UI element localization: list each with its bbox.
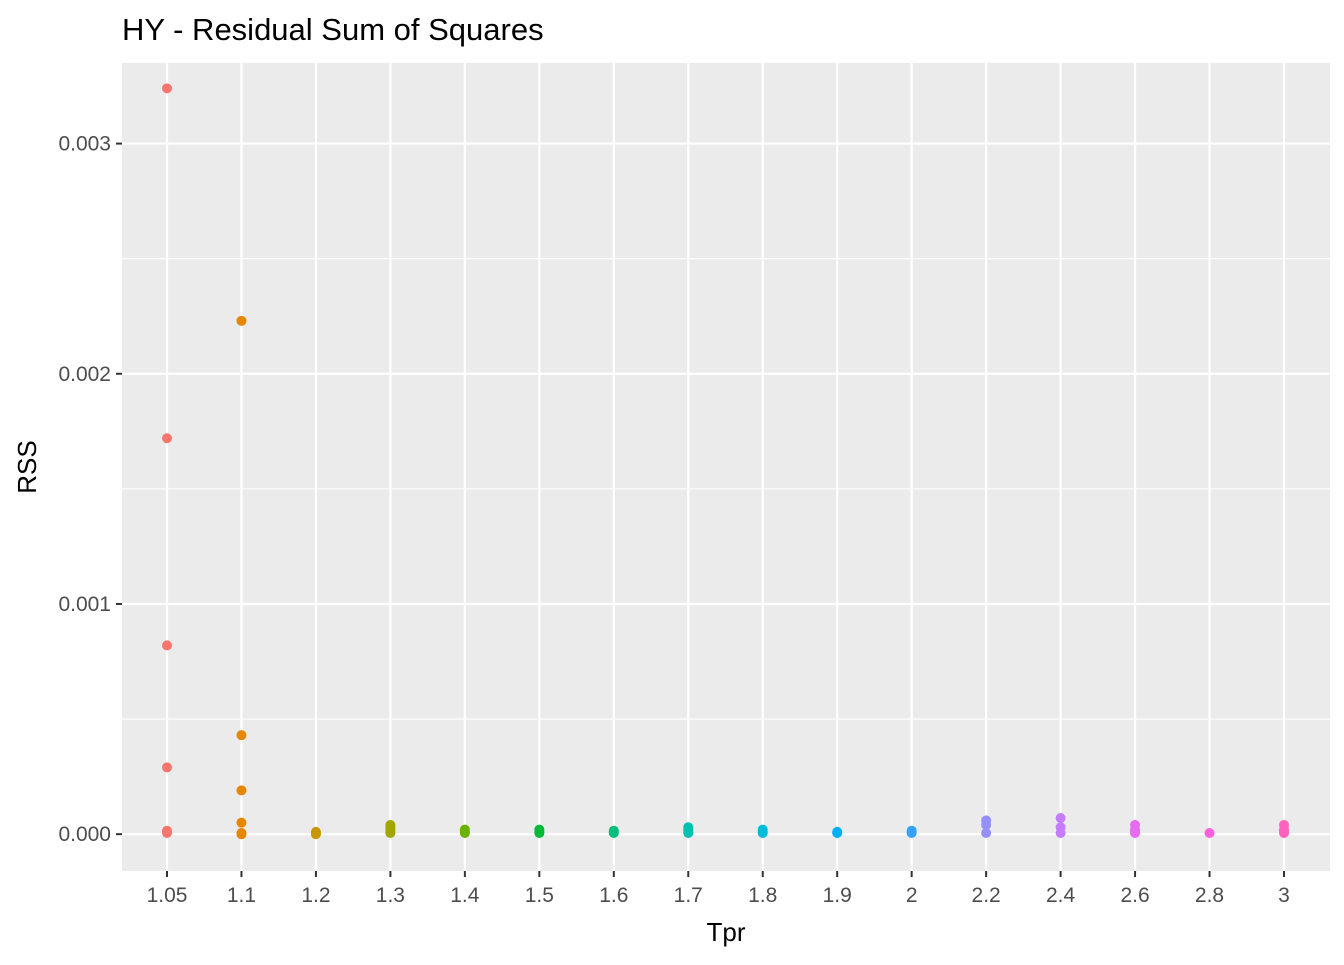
x-tick-label: 2 <box>906 884 918 907</box>
x-axis-title: Tpr <box>707 917 746 947</box>
data-point <box>385 828 396 839</box>
data-point <box>1204 828 1215 839</box>
data-point <box>981 819 992 830</box>
data-point <box>1055 828 1066 839</box>
data-point <box>757 828 768 839</box>
x-tick-label: 2.2 <box>972 884 1001 907</box>
x-tick-label: 2.4 <box>1046 884 1076 907</box>
y-tick-label: 0.003 <box>58 133 111 156</box>
x-tick-label: 1.4 <box>450 884 480 907</box>
x-tick-label: 1.1 <box>227 884 256 907</box>
x-axis-ticks: 1.05 1.1 1.2 1.3 1.4 1.5 1.6 1.7 1.8 1.9 2 2.2 2.4 2.… <box>147 871 1290 907</box>
x-tick-label: 1.3 <box>376 884 405 907</box>
y-axis-title: RSS <box>12 440 42 493</box>
data-point <box>1055 813 1066 824</box>
data-point <box>236 315 247 326</box>
data-point <box>534 828 545 839</box>
x-tick-label: 1.7 <box>674 884 703 907</box>
data-point <box>608 828 619 839</box>
data-point <box>981 828 992 839</box>
plot-panel <box>122 63 1330 871</box>
data-point <box>683 828 694 839</box>
x-tick-label: 3 <box>1278 884 1290 907</box>
y-axis-ticks: 0.000 0.001 0.002 0.003 <box>58 133 122 846</box>
data-point <box>236 730 247 741</box>
data-point <box>1130 828 1141 839</box>
y-tick-label: 0.001 <box>58 593 111 616</box>
data-point <box>459 828 470 839</box>
chart-title: HY - Residual Sum of Squares <box>122 12 544 47</box>
data-point <box>236 785 247 796</box>
data-point <box>1279 828 1289 839</box>
x-tick-label: 1.9 <box>823 884 852 907</box>
data-point <box>236 817 247 828</box>
data-points <box>162 83 1289 840</box>
data-point <box>236 829 247 840</box>
data-point <box>832 828 843 839</box>
x-tick-label: 1.8 <box>748 884 777 907</box>
data-point <box>162 762 172 773</box>
y-tick-label: 0.002 <box>58 363 111 386</box>
data-point <box>162 83 172 94</box>
x-tick-label: 1.6 <box>599 884 628 907</box>
data-point <box>906 828 917 839</box>
grid-lines <box>122 63 1330 871</box>
data-point <box>162 828 172 839</box>
data-point <box>162 640 172 651</box>
x-tick-label: 2.6 <box>1120 884 1149 907</box>
x-tick-label: 1.2 <box>301 884 330 907</box>
data-point <box>310 829 321 840</box>
x-tick-label: 2.8 <box>1195 884 1224 907</box>
y-tick-label: 0.000 <box>58 823 111 846</box>
x-tick-label: 1.5 <box>525 884 554 907</box>
x-tick-label: 1.05 <box>147 884 188 907</box>
data-point <box>162 433 172 444</box>
